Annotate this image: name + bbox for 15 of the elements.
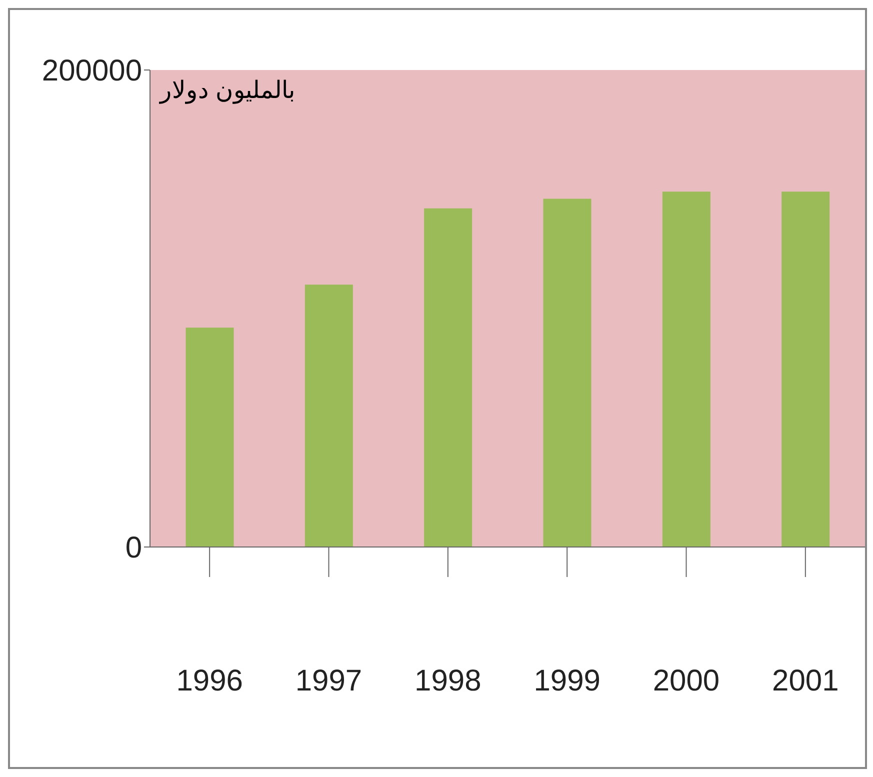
bar: [662, 192, 710, 547]
y-tick-label: 200000: [42, 54, 142, 88]
bar: [186, 328, 234, 547]
x-tick-label: 1997: [295, 664, 362, 698]
x-tick-label: 1998: [414, 664, 482, 698]
x-tick-label: 1999: [534, 664, 600, 698]
y-tick-label: 0: [125, 532, 142, 565]
x-tick-label: 1996: [176, 664, 243, 698]
x-tick-label: 2000: [652, 664, 720, 698]
bar: [543, 198, 592, 547]
bar: [304, 284, 353, 547]
bar: [424, 208, 472, 547]
x-tick-label: 2001: [772, 664, 839, 698]
bar: [782, 192, 830, 547]
y-axis-title: بالمليون دولار: [160, 76, 296, 105]
